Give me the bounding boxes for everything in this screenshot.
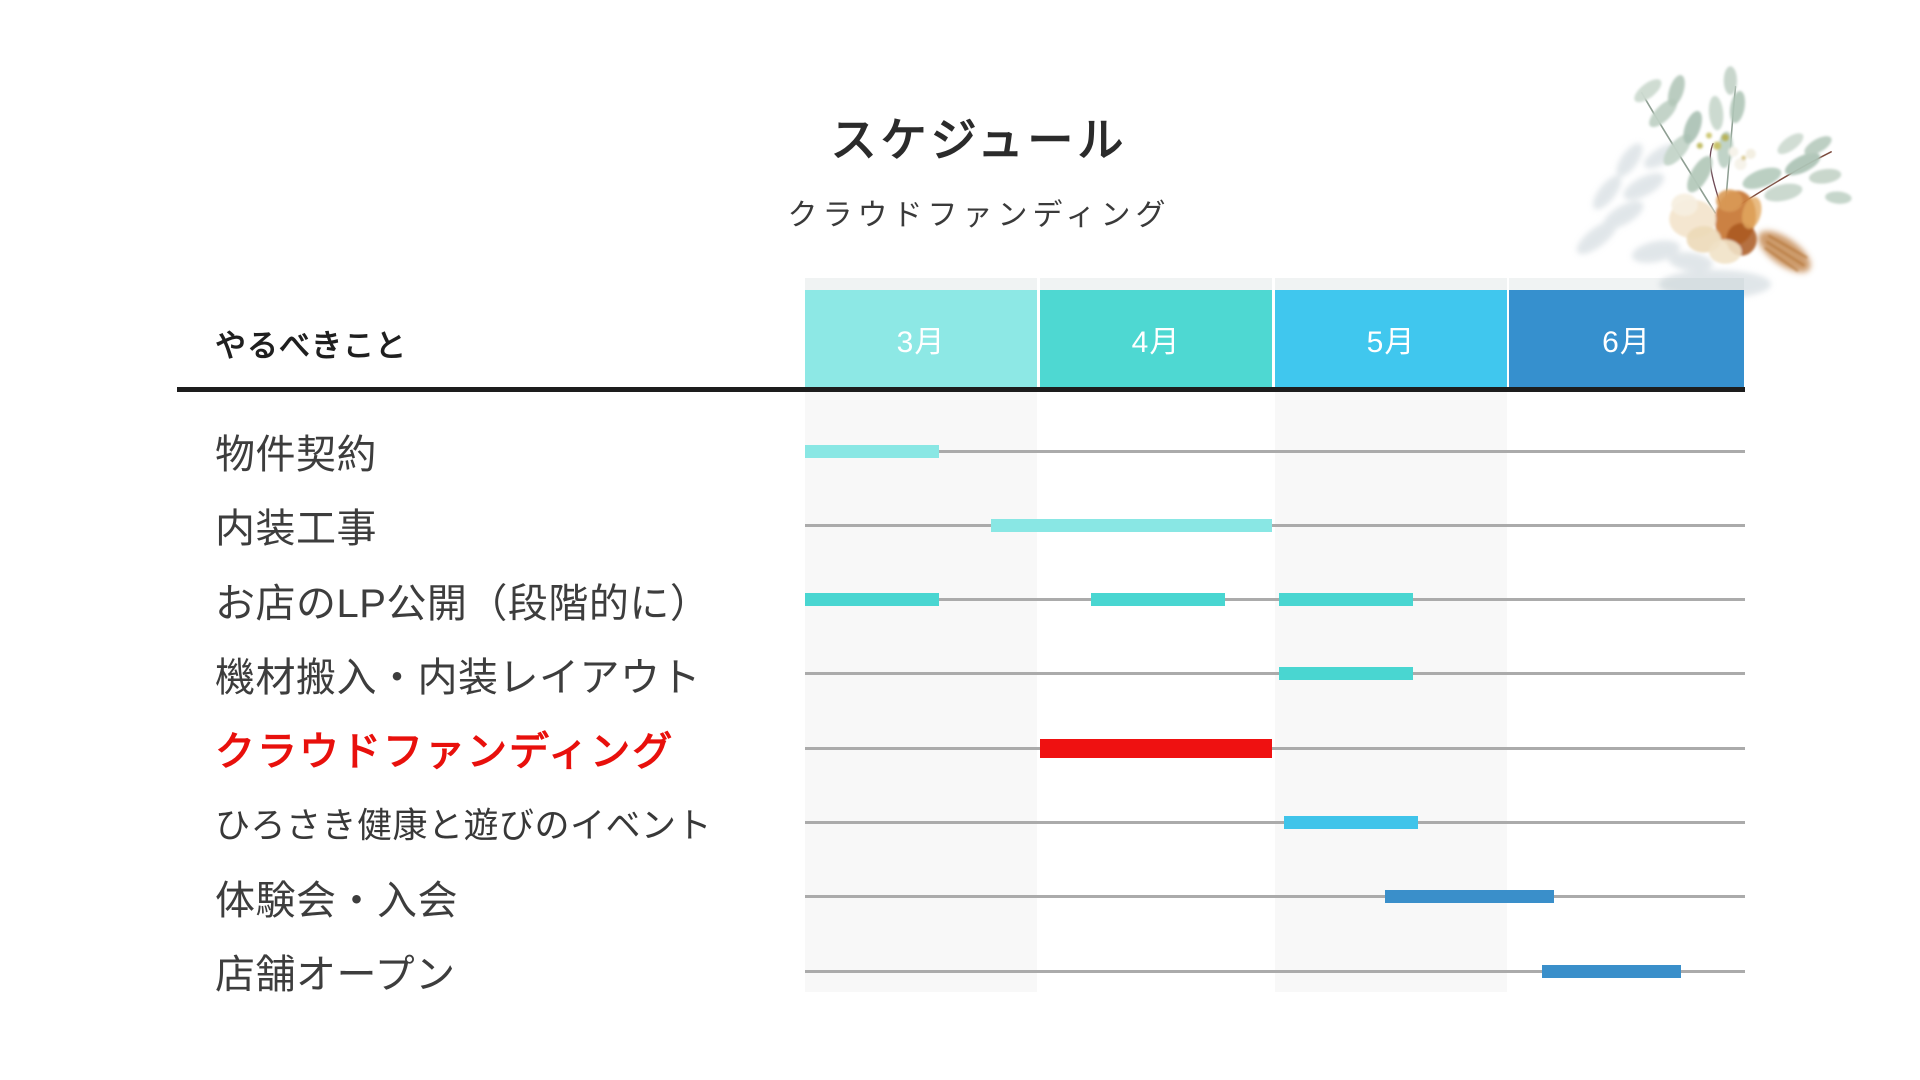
month-header-3: 5月	[1275, 290, 1507, 387]
tasks-column-header: やるべきこと	[215, 328, 407, 364]
gantt-bar	[1279, 593, 1413, 607]
header-divider-line	[177, 387, 1745, 392]
column-stripe-1	[805, 392, 1037, 992]
row-grid-line	[805, 672, 1745, 676]
task-label: 機材搬入・内装レイアウト	[215, 655, 701, 700]
task-label: お店のLP公開（段階的に）	[215, 581, 711, 626]
gantt-bar	[1283, 816, 1418, 829]
gantt-bar	[1279, 667, 1413, 681]
gantt-bar	[1091, 593, 1226, 607]
month-header-1: 3月	[805, 290, 1037, 387]
row-grid-line	[805, 523, 1745, 527]
month-header-4: 6月	[1509, 290, 1744, 387]
row-grid-line	[805, 895, 1745, 899]
task-label: 店舗オープン	[215, 953, 456, 998]
task-label: ひろさき健康と遊びのイベント	[215, 806, 713, 845]
task-label: 体験会・入会	[215, 878, 458, 923]
gantt-bar	[805, 593, 939, 607]
gantt-bar	[1039, 738, 1273, 758]
row-grid-line	[805, 969, 1745, 973]
floral-decoration-image	[1576, 66, 1852, 299]
gantt-bar	[1542, 964, 1681, 978]
task-label: クラウドファンディング	[215, 730, 675, 775]
gantt-bar	[1384, 890, 1554, 904]
row-grid-line	[805, 821, 1745, 824]
page-subtitle: クラウドファンディング	[787, 199, 1171, 232]
row-grid-line	[805, 746, 1745, 750]
task-label: 内装工事	[215, 507, 377, 552]
row-grid-line	[805, 598, 1745, 602]
page-title: スケジュール	[830, 114, 1128, 166]
row-grid-line	[805, 449, 1745, 453]
gantt-bar	[990, 518, 1273, 532]
task-label: 物件契約	[215, 433, 377, 477]
gantt-bar	[805, 444, 939, 458]
month-header-2: 4月	[1040, 290, 1272, 387]
